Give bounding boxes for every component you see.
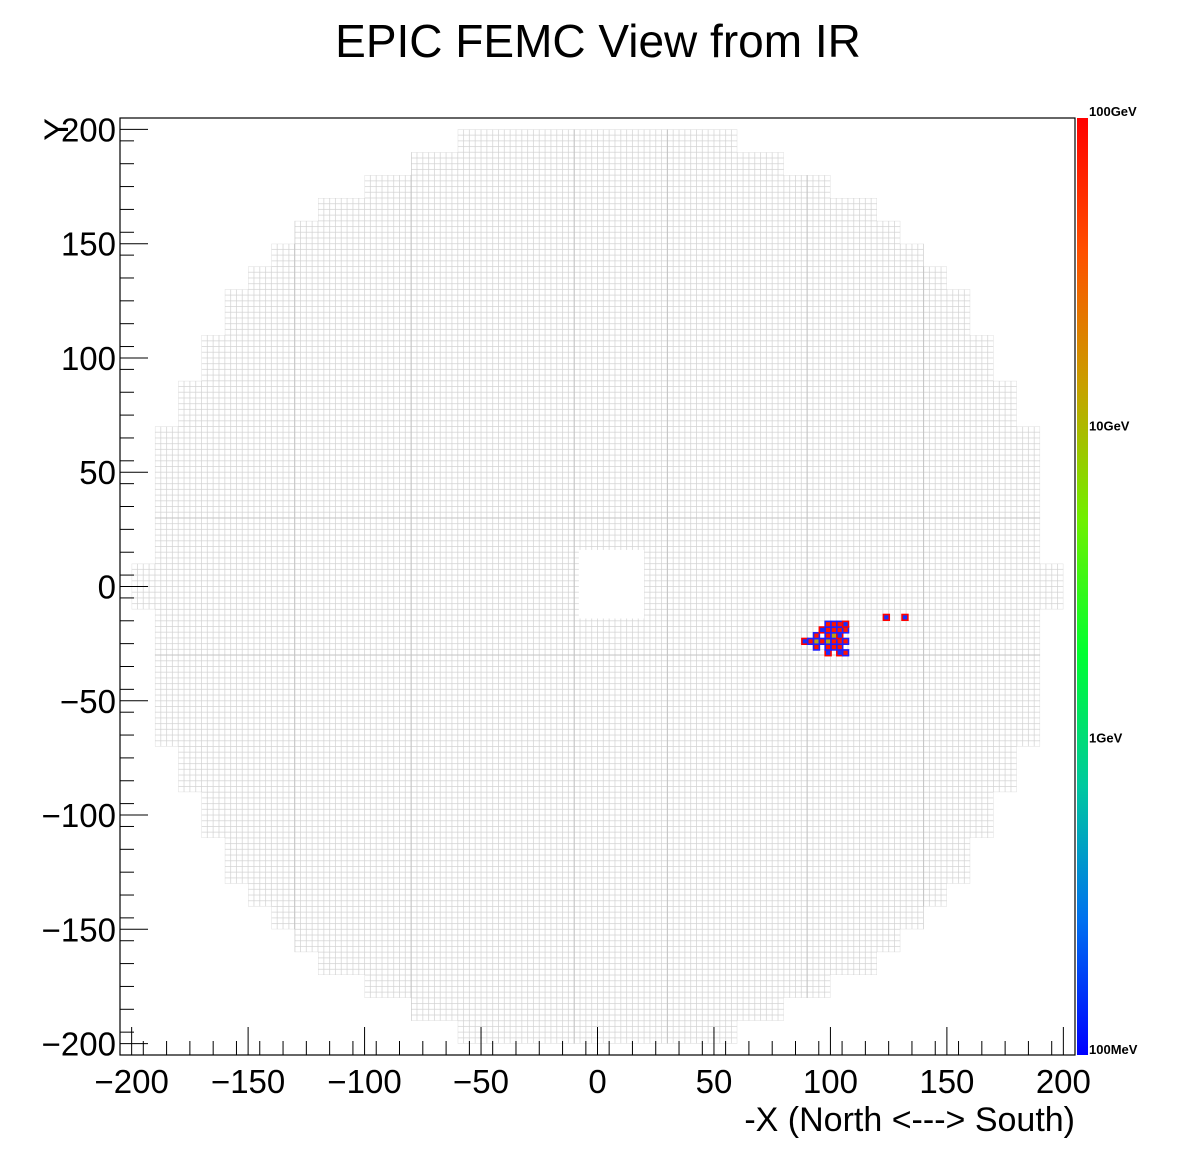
colorbar-tick-label: 100GeV xyxy=(1089,104,1137,119)
hit-cell xyxy=(882,613,891,622)
beam-hole xyxy=(578,549,645,619)
hit-cell xyxy=(830,626,838,634)
colorbar xyxy=(1077,118,1088,1055)
y-tick-label: 0 xyxy=(98,569,116,606)
hit-cell xyxy=(818,626,826,634)
hit-cell xyxy=(824,637,832,646)
y-axis-label: Y xyxy=(38,118,76,141)
x-tick-label: 0 xyxy=(588,1063,606,1100)
hit-cell xyxy=(836,637,844,646)
hit-cell xyxy=(841,649,850,657)
hit-cell xyxy=(836,643,844,651)
y-tick-label: 200 xyxy=(61,111,116,148)
hit-cell xyxy=(830,631,838,640)
colorbar-tick-label: 10GeV xyxy=(1089,418,1130,433)
hit-cell xyxy=(824,626,832,634)
x-tick-label: −100 xyxy=(327,1063,401,1100)
hit-cell xyxy=(836,649,844,657)
hit-cell xyxy=(824,649,832,657)
hit-cell xyxy=(830,620,838,628)
colorbar-tick-label: 1GeV xyxy=(1089,731,1123,746)
hit-cell xyxy=(830,643,838,651)
hit-cell xyxy=(836,626,844,634)
colorbar-labels: 100MeV 1GeV 10GeV 100GeV xyxy=(1089,104,1138,1057)
colorbar-tick-label: 100MeV xyxy=(1089,1042,1138,1057)
hit-cell xyxy=(836,631,844,640)
hit-cells xyxy=(801,613,909,657)
y-tick-label: −200 xyxy=(42,1026,116,1063)
hit-cell xyxy=(824,643,832,651)
hit-cell xyxy=(812,637,821,646)
hit-cell xyxy=(901,613,909,622)
hit-cell xyxy=(812,643,821,651)
y-tick-label: −150 xyxy=(42,911,116,948)
hit-cell xyxy=(824,631,832,640)
hit-cell xyxy=(806,637,815,646)
hit-cell xyxy=(836,620,844,628)
x-tick-label: 150 xyxy=(919,1063,974,1100)
y-tick-label: −100 xyxy=(42,797,116,834)
hit-cell xyxy=(818,637,826,646)
hit-cell xyxy=(841,620,850,628)
chart-title: EPIC FEMC View from IR xyxy=(335,15,861,67)
x-tick-label: 50 xyxy=(696,1063,733,1100)
hit-cell xyxy=(801,637,809,646)
x-tick-label: −200 xyxy=(94,1063,168,1100)
detector-cell-grid xyxy=(131,129,1064,1044)
y-tick-label: 150 xyxy=(61,226,116,263)
x-tick-label: 100 xyxy=(803,1063,858,1100)
hit-cell xyxy=(824,620,832,628)
y-tick-label: 50 xyxy=(79,454,116,491)
y-tick-label: −50 xyxy=(60,683,116,720)
hit-cell xyxy=(830,637,838,646)
hit-cell xyxy=(841,626,850,634)
axes: −200 −150 −100 −50 0 50 100 150 200 −200 −150 −100 −… xyxy=(42,111,1091,1100)
x-tick-label: −50 xyxy=(453,1063,509,1100)
x-tick-label: −150 xyxy=(211,1063,285,1100)
hit-cell xyxy=(841,637,850,646)
y-tick-label: 100 xyxy=(61,340,116,377)
hit-cell xyxy=(812,631,821,640)
x-axis-label: -X (North <---> South) xyxy=(744,1101,1075,1139)
x-tick-label: 200 xyxy=(1036,1063,1091,1100)
